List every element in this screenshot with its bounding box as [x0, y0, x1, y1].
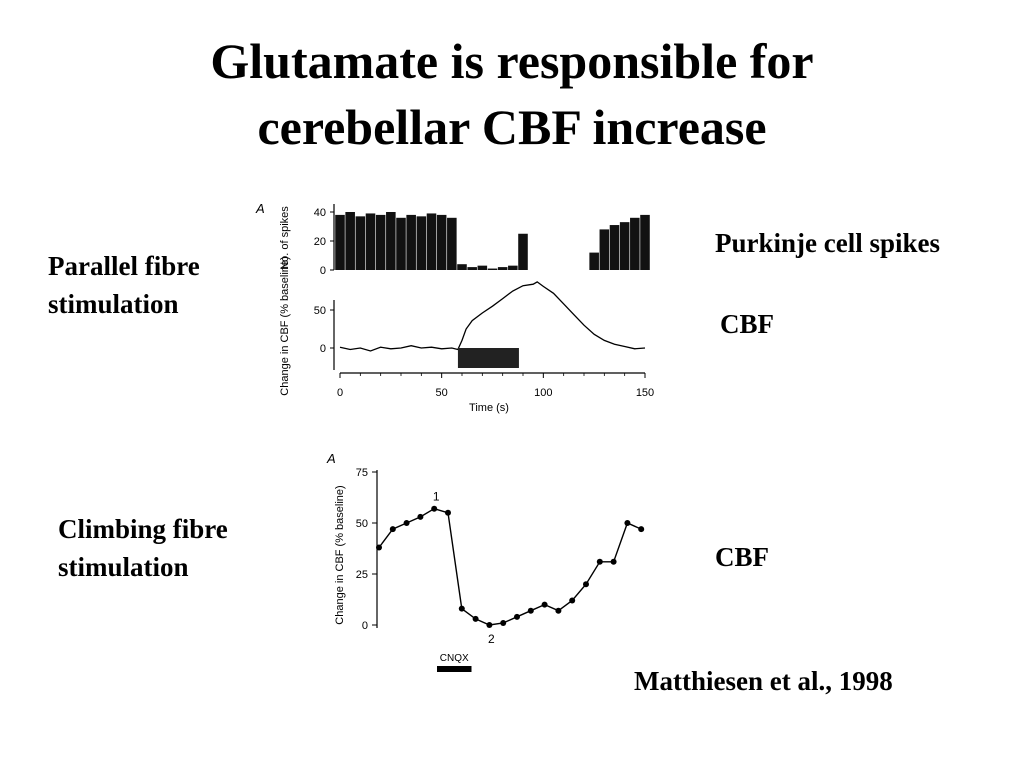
spike-bar: [436, 214, 447, 270]
x-tick-label: 50: [436, 387, 448, 399]
cnqx-bar: [437, 666, 472, 672]
spike-bar: [335, 214, 345, 270]
spike-bar: [386, 212, 396, 270]
spike-bar: [365, 213, 376, 270]
cbf-y-tick-label: 0: [320, 343, 326, 355]
cbf-y-label-2: Change in CBF (% baseline): [334, 485, 346, 624]
data-point: [555, 607, 562, 614]
spike-bar: [599, 229, 610, 270]
climbing-fibre-label: Climbing fibre stimulation: [58, 510, 228, 586]
spike-bar: [447, 217, 457, 270]
x-tick-label: 0: [337, 387, 343, 399]
data-point: [445, 509, 451, 516]
data-point: [610, 558, 617, 565]
spike-bar: [375, 214, 386, 270]
spike-bar: [457, 264, 467, 270]
cbf-y-tick-label: 50: [314, 305, 326, 317]
data-point: [376, 544, 382, 551]
data-point: [431, 505, 438, 512]
spike-bar: [518, 233, 528, 270]
data-point: [472, 615, 479, 622]
spike-bar: [487, 268, 498, 270]
spike-bar: [609, 225, 620, 270]
data-point: [527, 607, 534, 614]
spike-bar: [508, 265, 518, 270]
title-line-1: Glutamate is responsible for: [210, 33, 814, 89]
spike-bar: [416, 216, 427, 270]
point-annotation: 2: [488, 632, 495, 646]
data-point: [486, 622, 493, 628]
spike-bar: [406, 214, 416, 270]
data-point: [583, 581, 589, 588]
climbing-fibre-label-line2: stimulation: [58, 552, 189, 582]
spikes-y-tick-label: 0: [320, 265, 326, 277]
x-axis-label: Time (s): [469, 402, 509, 414]
data-point: [541, 601, 548, 608]
slide-title: Glutamate is responsible for cerebellar …: [0, 28, 1024, 160]
data-point: [389, 526, 396, 533]
spike-bar: [345, 212, 355, 270]
spikes-y-label: No. of spikes: [279, 206, 291, 270]
y-tick-label-2: 0: [362, 620, 368, 632]
cbf-label-bottom: CBF: [715, 542, 769, 572]
data-point: [403, 520, 410, 526]
panel-letter-2: A: [326, 451, 336, 466]
cnqx-label: CNQX: [440, 653, 469, 664]
spikes-y-tick-label: 40: [314, 207, 326, 219]
spike-bar: [630, 217, 640, 270]
figure2-marks: 0 25 50 75 1 2 CNQX: [356, 467, 645, 672]
cbf-series-line-2: [378, 507, 642, 626]
climbing-fibre-label-line1: Climbing fibre: [58, 514, 228, 544]
parallel-fibre-label: Parallel fibre stimulation: [48, 247, 200, 323]
spike-bar: [426, 213, 437, 270]
spike-bar: [477, 265, 488, 270]
y-tick-label-2: 75: [356, 467, 368, 479]
data-point: [638, 526, 645, 533]
spike-bar: [355, 216, 366, 270]
parallel-fibre-label-line1: Parallel fibre: [48, 251, 200, 281]
spike-bar: [497, 267, 508, 270]
spike-bar: [589, 252, 599, 270]
stimulus-bar: [457, 348, 519, 368]
title-line-2: cerebellar CBF increase: [257, 99, 767, 155]
data-point: [514, 613, 520, 620]
figure1-marks: 0 20 40 0 50 0 50 100 150: [314, 207, 654, 399]
citation: Matthiesen et al., 1998: [634, 666, 893, 696]
data-point: [417, 513, 424, 520]
cbf-y-label: Change in CBF (% baseline): [279, 256, 291, 395]
purkinje-spikes-label: Purkinje cell spikes: [715, 228, 941, 258]
cbf-label-top: CBF: [720, 309, 774, 339]
data-point: [569, 597, 576, 604]
parallel-fibre-label-line2: stimulation: [48, 289, 179, 319]
data-point: [500, 619, 507, 626]
x-tick-label: 100: [534, 387, 552, 399]
spike-bar: [619, 222, 630, 270]
spikes-y-tick-label: 20: [314, 236, 326, 248]
cbf-series-line: [339, 281, 646, 352]
y-tick-label-2: 50: [356, 518, 368, 530]
data-point: [458, 605, 465, 612]
data-point: [596, 558, 603, 565]
data-point: [624, 520, 631, 526]
x-tick-label: 150: [636, 387, 654, 399]
point-annotation: 1: [433, 490, 440, 504]
y-tick-label-2: 25: [356, 569, 368, 581]
spike-bar: [467, 267, 477, 270]
spike-bar: [640, 214, 650, 270]
spike-bar: [396, 217, 406, 270]
panel-letter: A: [255, 201, 265, 216]
